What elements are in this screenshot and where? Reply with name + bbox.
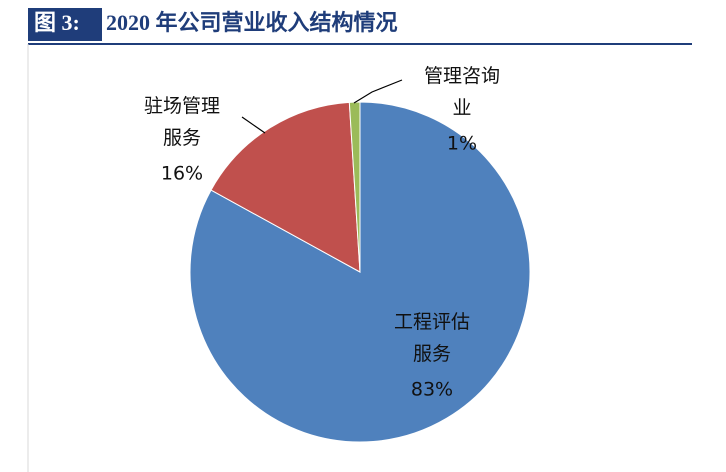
- value-label: 1%: [447, 133, 477, 155]
- pie-slice: [189, 101, 531, 443]
- pie-slice: [210, 101, 361, 273]
- category-label: 工程评估服务: [394, 311, 470, 365]
- category-label: 管理咨询业: [424, 65, 500, 119]
- leader-line: [241, 116, 266, 134]
- value-label: 16%: [161, 163, 203, 185]
- category-label: 驻场管理服务: [144, 95, 220, 149]
- chart-title: 2020 年公司营业收入结构情况: [106, 10, 398, 35]
- leader-line: [353, 79, 403, 104]
- figure-label-box: [28, 8, 102, 41]
- figure-label: 图 3:: [34, 10, 80, 35]
- value-label: 83%: [411, 379, 453, 401]
